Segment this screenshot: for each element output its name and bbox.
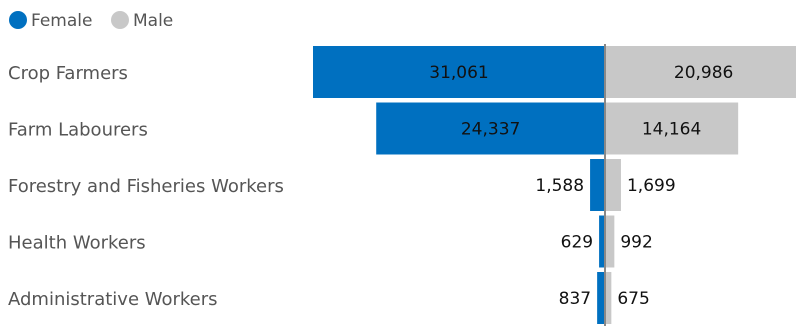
bar-male-crop-farmers[interactable]	[605, 46, 796, 98]
value-label-female-farm-labourers: 24,337	[461, 120, 520, 140]
category-labels: Crop Farmers Farm Labourers Forestry and F…	[8, 63, 284, 310]
legend-male-swatch	[111, 11, 129, 29]
bar-female-farm-labourers[interactable]	[376, 102, 605, 155]
bars: 31,061 20,986 24,337 14,164 1,588 1,699 629 992…	[313, 46, 796, 324]
value-label-female-forestry-and-fisheries-workers: 1,588	[535, 176, 584, 196]
value-label-male-health-workers: 992	[620, 233, 652, 253]
category-label-forestry-and-fisheries-workers: Forestry and Fisheries Workers	[8, 176, 284, 197]
legend-male-label: Male	[133, 11, 173, 31]
bar-male-health-workers[interactable]	[605, 215, 615, 268]
bar-male-forestry-and-fisheries-workers[interactable]	[605, 159, 621, 211]
value-label-male-administrative-workers: 675	[617, 289, 649, 309]
bar-male-administrative-workers[interactable]	[605, 272, 612, 324]
value-label-female-administrative-workers: 837	[559, 289, 591, 309]
bar-female-administrative-workers[interactable]	[597, 272, 605, 324]
legend-female-swatch	[9, 11, 27, 29]
bar-male-farm-labourers[interactable]	[605, 102, 739, 155]
category-label-administrative-workers: Administrative Workers	[8, 289, 218, 310]
value-label-male-crop-farmers: 20,986	[674, 63, 733, 83]
value-label-female-health-workers: 629	[561, 233, 593, 253]
bar-female-health-workers[interactable]	[599, 215, 605, 268]
legend[interactable]: Female Male	[9, 11, 173, 31]
category-label-health-workers: Health Workers	[8, 233, 146, 254]
bar-female-forestry-and-fisheries-workers[interactable]	[590, 159, 605, 211]
category-label-farm-labourers: Farm Labourers	[8, 120, 148, 141]
bar-female-crop-farmers[interactable]	[313, 46, 605, 98]
value-label-male-forestry-and-fisheries-workers: 1,699	[627, 176, 676, 196]
legend-female-label: Female	[31, 11, 92, 31]
value-label-male-farm-labourers: 14,164	[642, 120, 701, 140]
category-label-crop-farmers: Crop Farmers	[8, 63, 128, 84]
value-label-female-crop-farmers: 31,061	[429, 63, 488, 83]
